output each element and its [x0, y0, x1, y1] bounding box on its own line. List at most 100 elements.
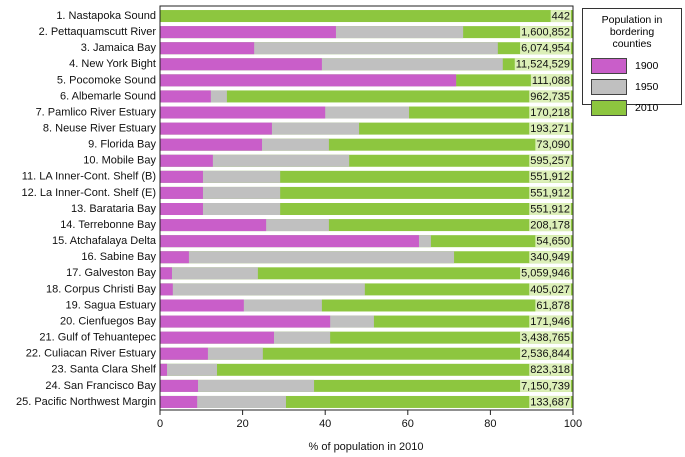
bar: [160, 26, 336, 39]
value-label: 11,524,529: [516, 59, 570, 71]
bar: [160, 154, 213, 167]
bar: [160, 283, 365, 296]
legend-item: 1950: [591, 79, 681, 95]
bar: [160, 10, 573, 23]
bar: [160, 203, 203, 215]
y-tick-label: 7. Pamlico River Estuary: [36, 106, 157, 118]
x-tick-label: 40: [319, 418, 331, 430]
bar: [160, 267, 172, 280]
value-label: 595,257: [530, 155, 570, 167]
value-label-bg: [514, 58, 571, 71]
value-label: 111,088: [532, 75, 570, 87]
value-label: 193,271: [530, 123, 570, 135]
value-label-bg: [529, 203, 571, 215]
y-tick-label: 1. Nastapoka Sound: [56, 10, 156, 22]
legend-label: 1900: [635, 60, 659, 72]
bar: [160, 379, 198, 392]
y-tick-label: 6. Albemarle Sound: [60, 90, 156, 102]
legend-title: Population in bordering counties: [601, 14, 663, 50]
bar: [160, 42, 255, 55]
value-label-bg: [529, 315, 571, 328]
value-label-bg: [529, 283, 571, 296]
legend-swatch: [591, 100, 627, 116]
value-label-bg: [529, 170, 571, 183]
legend-label: 2010: [635, 102, 659, 114]
value-label-bg: [520, 379, 571, 392]
legend: Population in bordering counties 1900 195…: [582, 8, 682, 116]
value-label: 7,150,739: [521, 380, 570, 392]
value-label-bg: [529, 106, 571, 119]
value-label: 54,650: [536, 236, 570, 248]
y-tick-label: 21. Gulf of Tehuantepec: [39, 332, 156, 344]
value-label: 1,600,852: [521, 27, 570, 39]
value-label: 170,218: [530, 107, 570, 119]
value-label: 3,438,765: [521, 332, 570, 344]
value-label: 5,059,946: [521, 268, 570, 280]
x-tick-label: 0: [157, 418, 163, 430]
bar: [160, 395, 198, 408]
bar: [160, 186, 203, 199]
bar: [160, 138, 263, 151]
y-tick-label: 12. La Inner-Cont. Shelf (E): [21, 187, 156, 199]
legend-label: 1950: [635, 81, 659, 93]
y-tick-label: 14. Terrebonne Bay: [60, 219, 156, 231]
bar: [160, 363, 168, 376]
bar: [160, 251, 455, 264]
bar: [160, 363, 573, 376]
y-tick-label: 5. Pocomoke Sound: [57, 74, 156, 86]
value-label-bg: [520, 331, 571, 344]
value-label: 133,687: [530, 396, 570, 408]
value-label-bg: [535, 299, 571, 312]
y-tick-label: 3. Jamaica Bay: [81, 42, 157, 54]
x-tick-label: 100: [564, 418, 582, 430]
bar: [160, 347, 208, 360]
legend-swatch: [591, 79, 627, 95]
value-label: 442: [552, 10, 570, 22]
bar: [160, 219, 267, 232]
value-label-bg: [529, 186, 571, 199]
value-label-bg: [520, 26, 571, 39]
plot-frame: [159, 5, 574, 411]
y-tick-label: 4. New York Bight: [69, 58, 156, 70]
bar: [160, 235, 419, 248]
legend-item: 1900: [591, 58, 681, 74]
bar: [160, 90, 573, 103]
value-label: 208,178: [530, 219, 570, 231]
bar: [160, 283, 173, 296]
bar: [160, 58, 322, 71]
value-label: 551,912: [530, 171, 570, 183]
value-label: 405,027: [530, 284, 570, 296]
value-label: 551,912: [530, 203, 570, 215]
value-label-bg: [520, 347, 571, 360]
value-label-bg: [520, 267, 571, 280]
bar: [160, 251, 189, 264]
y-tick-label: 23. Santa Clara Shelf: [51, 364, 157, 376]
value-label: 6,074,954: [521, 43, 570, 55]
legend-swatch: [591, 58, 627, 74]
y-tick-label: 10. Mobile Bay: [83, 155, 156, 167]
value-label: 2,536,844: [521, 348, 570, 360]
bar: [160, 379, 315, 392]
value-label-bg: [520, 42, 571, 55]
bar: [160, 331, 274, 344]
y-tick-label: 11. LA Inner-Cont. Shelf (B): [22, 171, 156, 183]
value-label: 823,318: [530, 364, 570, 376]
bar: [160, 299, 244, 312]
legend-item: 2010: [591, 100, 681, 116]
value-label-bg: [529, 219, 571, 232]
y-tick-label: 25. Pacific Northwest Margin: [16, 396, 156, 408]
y-tick-label: 16. Sabine Bay: [81, 251, 156, 263]
y-tick-label: 17. Galveston Bay: [66, 267, 156, 279]
value-label-bg: [530, 74, 571, 87]
x-tick-label: 20: [236, 418, 248, 430]
value-label-bg: [529, 154, 571, 167]
bar: [160, 170, 203, 183]
x-tick-label: 60: [402, 418, 414, 430]
y-tick-label: 22. Culiacan River Estuary: [26, 348, 157, 360]
bar: [160, 267, 573, 280]
bar: [160, 347, 573, 360]
y-tick-label: 15. Atchafalaya Delta: [52, 235, 157, 247]
bar: [160, 122, 272, 135]
